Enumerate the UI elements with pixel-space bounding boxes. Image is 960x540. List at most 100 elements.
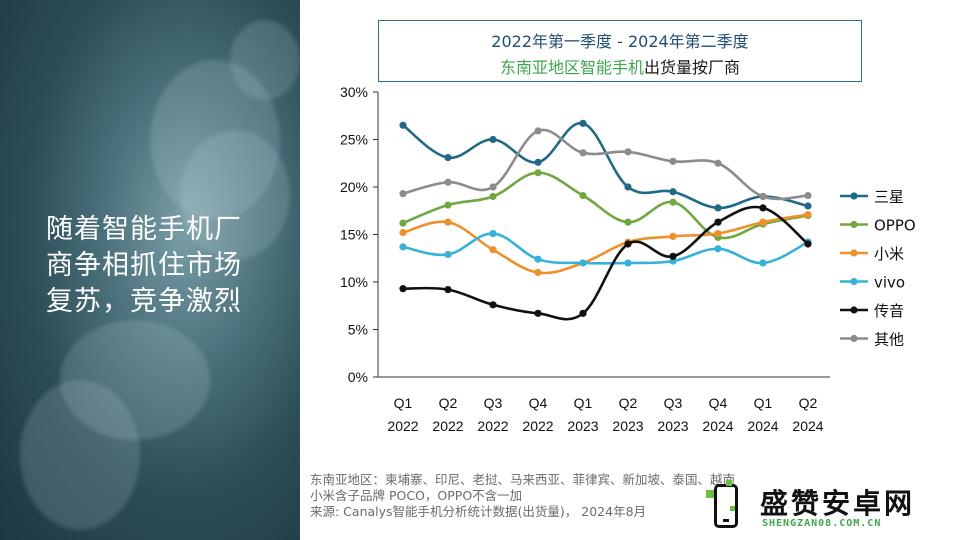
x-tick-year-label: 2022 bbox=[387, 418, 418, 434]
data-point-samsung bbox=[804, 202, 812, 210]
x-tick-label: Q2 bbox=[619, 395, 638, 411]
data-point-others bbox=[444, 178, 452, 186]
data-point-xiaomi bbox=[804, 210, 812, 219]
data-point-others bbox=[804, 191, 812, 200]
data-point-samsung bbox=[399, 121, 407, 129]
x-tick-label: Q2 bbox=[799, 395, 818, 411]
y-tick-label: 20% bbox=[340, 179, 368, 195]
data-point-others bbox=[489, 183, 497, 191]
data-point-xiaomi bbox=[714, 229, 722, 238]
data-point-transsion bbox=[444, 286, 452, 294]
legend-label-transsion: 传音 bbox=[874, 302, 904, 320]
x-tick-year-label: 2023 bbox=[612, 418, 643, 434]
y-tick-label: 15% bbox=[340, 227, 368, 243]
x-tick-year-label: 2024 bbox=[702, 418, 733, 434]
data-point-oppo bbox=[579, 191, 587, 200]
data-point-vivo bbox=[534, 255, 542, 263]
pixel-dot-icon bbox=[730, 506, 735, 511]
data-point-transsion bbox=[804, 240, 812, 248]
data-point-transsion bbox=[714, 218, 722, 226]
data-point-others bbox=[669, 157, 677, 165]
watermark-logo: 盛赞安卓网 SHENGZAN08.COM.CN bbox=[700, 478, 958, 538]
data-point-xiaomi bbox=[534, 268, 542, 277]
data-point-samsung bbox=[624, 183, 632, 191]
headline-line-2: 商争相抓住市场 bbox=[46, 250, 242, 281]
line-chart: 30% 25% 20% 15% 10% 5% 0% Q1 2022 Q2 2022 Q3 2022 Q4 2… bbox=[340, 84, 916, 434]
footnote: 东南亚地区：柬埔寨、印尼、老挝、马来西亚、菲律宾、新加坡、泰国、越南 小米含子品… bbox=[310, 472, 830, 520]
legend-marker-transsion bbox=[850, 306, 858, 314]
watermark-title: 盛赞安卓网 bbox=[760, 487, 916, 520]
data-point-transsion bbox=[579, 309, 587, 317]
data-point-samsung bbox=[669, 188, 677, 196]
data-point-oppo bbox=[399, 219, 407, 227]
series-line-xiaomi bbox=[402, 213, 809, 275]
x-tick-year-label: 2022 bbox=[432, 418, 463, 434]
legend-label-others: 其他 bbox=[874, 331, 904, 349]
x-tick-year-label: 2024 bbox=[747, 418, 778, 434]
data-point-transsion bbox=[669, 252, 677, 260]
data-point-xiaomi bbox=[669, 232, 677, 240]
headline-line-1: 随着智能手机厂 bbox=[46, 214, 242, 245]
x-tick-label: Q1 bbox=[574, 395, 593, 411]
footnote-line-3: 来源: Canalys智能手机分析统计数据(出货量)， 2024年8月 bbox=[310, 504, 647, 519]
x-tick-label: Q4 bbox=[529, 395, 548, 411]
x-tick-label: Q4 bbox=[709, 395, 728, 411]
x-tick-year-label: 2022 bbox=[477, 418, 508, 434]
data-point-xiaomi bbox=[759, 218, 767, 226]
pixel-dot-icon bbox=[706, 490, 714, 498]
legend-marker-xiaomi bbox=[850, 249, 858, 257]
data-point-vivo bbox=[714, 245, 722, 253]
y-tick-label: 10% bbox=[340, 274, 368, 290]
data-point-transsion bbox=[399, 285, 407, 293]
data-point-vivo bbox=[444, 250, 452, 259]
data-point-others bbox=[399, 190, 407, 198]
data-point-others bbox=[579, 149, 587, 157]
series-line-samsung bbox=[402, 122, 809, 210]
data-point-transsion bbox=[534, 309, 542, 317]
y-tick-label: 30% bbox=[340, 84, 368, 100]
data-point-xiaomi bbox=[489, 246, 497, 254]
data-point-vivo bbox=[624, 259, 632, 267]
chart-title: 2022年第一季度 - 2024年第二季度 bbox=[491, 32, 749, 51]
x-tick-year-label: 2023 bbox=[567, 418, 598, 434]
chart-subtitle: 东南亚地区智能手机出货量按厂商 bbox=[379, 54, 861, 78]
legend-label-vivo: vivo bbox=[874, 274, 905, 292]
data-point-samsung bbox=[534, 158, 542, 166]
x-tick-year-label: 2022 bbox=[522, 418, 553, 434]
data-point-transsion bbox=[759, 204, 767, 212]
legend-marker-others bbox=[850, 334, 858, 343]
legend-label-oppo: OPPO bbox=[874, 217, 916, 235]
x-tick-label: Q2 bbox=[439, 395, 458, 411]
x-tick-year-label: 2024 bbox=[792, 418, 823, 434]
x-tick-year-label: 2023 bbox=[657, 418, 688, 434]
data-point-others bbox=[534, 127, 542, 135]
series-line-oppo bbox=[402, 171, 809, 240]
series-line-others bbox=[402, 128, 809, 201]
footnote-line-2: 小米含子品牌 POCO，OPPO不含一加 bbox=[310, 488, 523, 503]
legend-marker-samsung bbox=[850, 192, 858, 200]
series-line-vivo bbox=[402, 232, 809, 265]
pixel-dot-icon bbox=[726, 480, 732, 486]
headline-line-3: 复苏，竞争激烈 bbox=[46, 286, 242, 317]
x-tick-label: Q1 bbox=[754, 395, 773, 411]
data-point-others bbox=[714, 159, 722, 167]
footnote-line-1: 东南亚地区：柬埔寨、印尼、老挝、马来西亚、菲律宾、新加坡、泰国、越南 bbox=[310, 472, 736, 487]
chart-subtitle-highlight: 东南亚地区智能手机 bbox=[499, 58, 644, 77]
legend-marker-oppo bbox=[850, 220, 858, 229]
legend-marker-vivo bbox=[850, 277, 858, 286]
data-point-oppo bbox=[489, 192, 497, 201]
data-point-oppo bbox=[624, 218, 632, 226]
x-tick-label: Q3 bbox=[664, 395, 683, 411]
legend-label-samsung: 三星 bbox=[874, 188, 904, 206]
legend-label-xiaomi: 小米 bbox=[874, 245, 904, 263]
data-point-transsion bbox=[624, 240, 632, 248]
watermark-url: SHENGZAN08.COM.CN bbox=[762, 518, 882, 529]
data-point-samsung bbox=[714, 204, 722, 212]
data-point-xiaomi bbox=[444, 218, 452, 226]
y-tick-label: 5% bbox=[348, 322, 368, 338]
data-point-samsung bbox=[444, 153, 452, 162]
y-tick-label: 0% bbox=[348, 369, 368, 385]
data-point-oppo bbox=[444, 201, 452, 209]
data-point-vivo bbox=[579, 259, 587, 267]
chart-title-box: 2022年第一季度 - 2024年第二季度 东南亚地区智能手机出货量按厂商 bbox=[378, 20, 862, 82]
